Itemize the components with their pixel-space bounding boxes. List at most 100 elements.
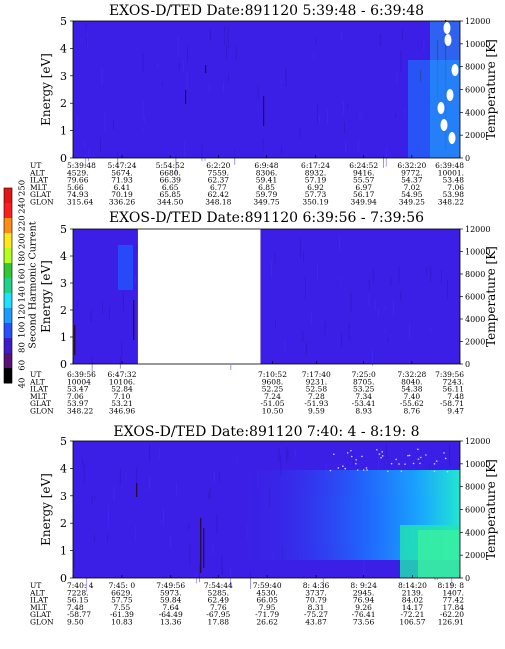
ephemeris-value: 6:9:48 [254, 161, 278, 170]
ephemeris-value: 106.57 [399, 618, 425, 627]
heatmap-dot [433, 470, 436, 473]
ephemeris-value: 6.85 [258, 183, 275, 192]
ephemeris-value: 5285. [208, 588, 229, 597]
heatmap-streak [340, 277, 342, 288]
energy-tick-label: 3 [60, 70, 67, 83]
energy-tick-label: 5 [60, 223, 67, 236]
ephemeris-value: 10004 [67, 377, 91, 386]
ephemeris-row-label: UT [30, 370, 41, 379]
heatmap-streak [133, 300, 135, 340]
heatmap-streak [285, 68, 287, 87]
temperature-tick-label: 4000 [465, 528, 485, 537]
heatmap-dot [333, 453, 335, 456]
heatmap-streak [201, 143, 203, 162]
ephemeris-value: 53.98 [443, 190, 465, 199]
heatmap-streak [286, 446, 288, 464]
ephemeris-value: 7.28 [308, 392, 325, 401]
temperature-axis: 0 2000 4000 6000 8000 10000 12000 Temperature [… [460, 225, 498, 369]
heatmap-streak [113, 120, 114, 130]
heatmap-dot [342, 465, 344, 467]
colorbar-swatch [4, 218, 12, 234]
heatmap-streak [262, 138, 264, 151]
ephemeris-value: 55.57 [353, 176, 375, 185]
ephemeris-value: 53.97 [67, 399, 89, 408]
ephemeris-value: 2945. [353, 588, 374, 597]
ephemeris-value: 344.50 [157, 198, 183, 207]
ephemeris-row-label: ALT [29, 588, 45, 597]
chart-panel: EXOS-D/TED Date:891120 6:39:56 - 7:39:56… [29, 210, 498, 416]
heatmap-streak [108, 306, 110, 321]
heatmap-streak [216, 514, 218, 534]
ephemeris-value: 349.94 [351, 198, 377, 207]
ephemeris-value: 7.06 [67, 392, 84, 401]
colorbar-swatch [4, 233, 12, 249]
ephemeris-value: 5:54:52 [156, 161, 185, 170]
heatmap-dot [337, 467, 340, 469]
ephemeris-row-label: ILAT [30, 596, 48, 605]
heatmap-region [118, 245, 133, 290]
heatmap-dot [356, 469, 359, 471]
ephemeris-value: -51.05 [261, 399, 285, 408]
ephemeris-value: 348.18 [205, 198, 231, 207]
heatmap-streak [400, 50, 402, 72]
heatmap-streak [275, 319, 276, 328]
ephemeris-value: 17.84 [443, 603, 465, 612]
ephemeris-value: 7:39:56 [435, 370, 464, 379]
ephemeris-value: 6.92 [307, 183, 324, 192]
heatmap-streak [278, 448, 280, 462]
temperature-tick-label: 6000 [465, 506, 485, 515]
ephemeris-value: 10106. [109, 377, 135, 386]
heatmap-streak [209, 29, 211, 41]
ephemeris-row-label: ALT [29, 377, 45, 386]
heatmap-streak [189, 545, 191, 567]
heatmap-streak [177, 35, 179, 56]
plot-area [73, 229, 460, 364]
heatmap-streak [87, 33, 89, 44]
ephemeris-value: 71.93 [111, 176, 133, 185]
energy-tick-label: 2 [60, 517, 67, 530]
temperature-tick-label: 8000 [465, 483, 485, 492]
heatmap-streak [383, 155, 384, 168]
heatmap-streak [447, 279, 448, 300]
ephemeris-value: 9772. [401, 168, 422, 177]
heatmap-streak [227, 26, 229, 49]
heatmap-streak [385, 305, 387, 311]
heatmap-streak [113, 485, 115, 502]
heatmap-streak [390, 277, 392, 286]
ephemeris-value: 349.75 [253, 198, 279, 207]
heatmap-dot [362, 469, 365, 471]
heatmap-streak [135, 276, 137, 285]
ephemeris-value: 9608. [262, 377, 283, 386]
temperature-axis-label: Temperature [K] [484, 246, 498, 347]
ephemeris-value: 6:39:56 [67, 370, 96, 379]
colorbar-tick-label: 250 [18, 180, 28, 196]
heatmap-dot [380, 456, 382, 459]
temperature-axis-label: Temperature [K] [484, 459, 498, 560]
ephemeris-value: -75.27 [304, 610, 328, 619]
heatmap-streak [170, 536, 172, 550]
colorbar-tick-label: 220 [18, 215, 28, 231]
energy-tick-label: 5 [60, 435, 67, 448]
colorbar-swatch [4, 188, 12, 204]
heatmap-streak [223, 82, 225, 94]
heatmap-streak [430, 266, 432, 282]
ephemeris-value: 8:19: 8 [437, 581, 464, 590]
heatmap-dot [365, 467, 368, 469]
temperature-tick-label: 12000 [465, 17, 490, 26]
heatmap-streak [94, 534, 95, 542]
ephemeris-value: 9.47 [447, 407, 464, 416]
temperature-tick-label: 4000 [465, 108, 485, 117]
ephemeris-value: 5:39:48 [67, 161, 96, 170]
ephemeris-value: 7:10:52 [258, 370, 287, 379]
ephemeris-value: 74.93 [67, 190, 89, 199]
ephemeris-value: 56.15 [67, 596, 89, 605]
heatmap-streak [274, 252, 276, 263]
ephemeris-table: UT 6:39:56 6:47:32 7:10:52 7:17:40 7:25:0 7:32… [29, 370, 464, 416]
ephemeris-row-label: MLT [30, 183, 47, 192]
heatmap-streak [175, 482, 177, 496]
temperature-tick-label: 8000 [465, 270, 485, 279]
ephemeris-row-label: GLAT [30, 399, 51, 408]
ephemeris-value: 9.50 [67, 618, 84, 627]
heatmap-streak [398, 265, 400, 283]
ephemeris-value: 56.17 [353, 190, 375, 199]
